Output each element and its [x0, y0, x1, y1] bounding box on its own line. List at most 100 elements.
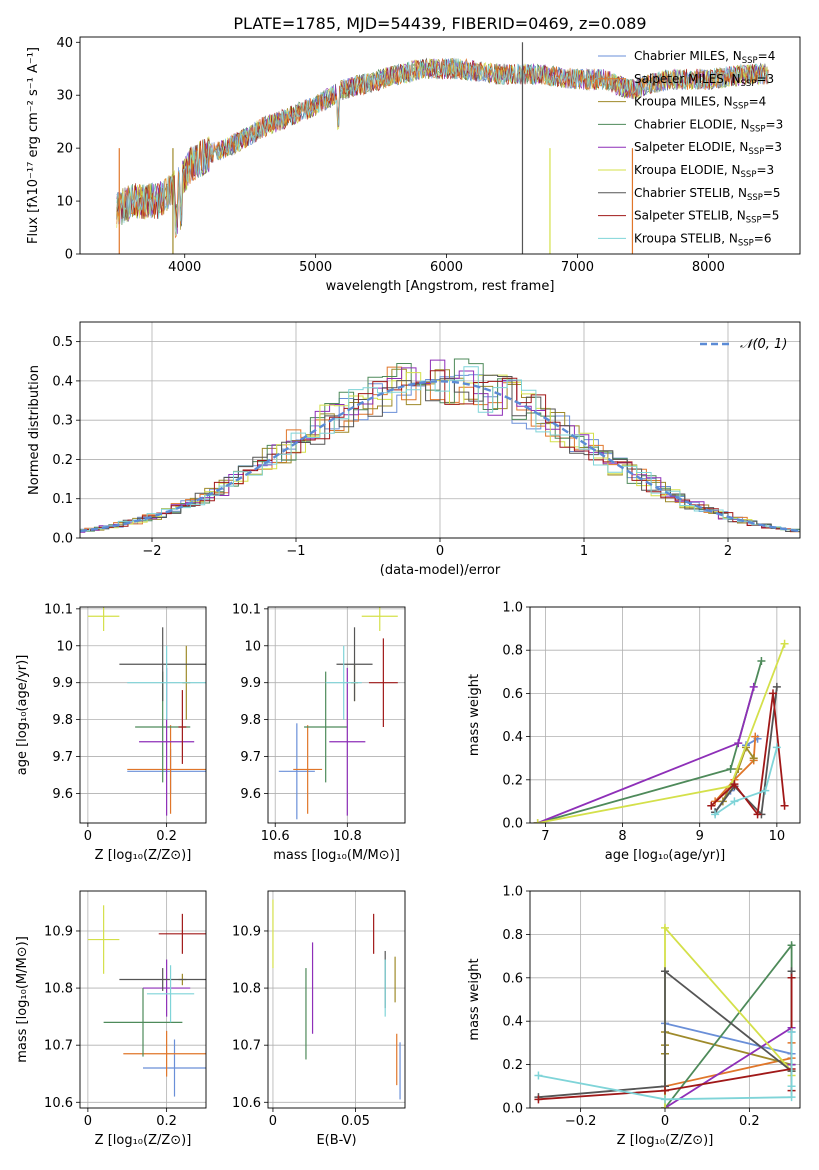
weight-series: [534, 967, 796, 1102]
x-tick-label: 8: [618, 829, 626, 844]
axes-frame: [529, 606, 801, 824]
weight-line: [664, 925, 793, 1108]
y-tick-label: 10.8: [232, 982, 261, 997]
x-axis-label: mass [log₁₀(M/M⊙)]: [273, 848, 400, 863]
y-axis-label: mass weight: [467, 674, 482, 756]
weight-marker: [749, 682, 758, 691]
weight-marker: [730, 797, 739, 806]
legend-label: Kroupa MILES, NSSP=4: [634, 95, 766, 112]
legend-label: Kroupa ELODIE, NSSP=3: [634, 163, 774, 180]
mass_age-marks: [278, 607, 398, 820]
x-tick-label: 0: [84, 829, 92, 844]
weight-marker: [761, 786, 770, 795]
y-tick-label: 0.4: [52, 374, 73, 389]
y-tick-label: 9.6: [240, 787, 261, 802]
weight-marker: [711, 810, 720, 819]
weight-marker: [661, 1086, 669, 1095]
y-axis-label: age [log₁₀(age/yr)]: [15, 655, 30, 776]
errorbar-point: [178, 690, 187, 764]
y-axis-label: Flux [fλ10⁻¹⁷ erg cm⁻² s⁻¹ A⁻¹]: [26, 47, 41, 244]
weight-series: [534, 1028, 796, 1104]
errorbar-point: [361, 607, 398, 631]
y-tick-label: 0.8: [502, 644, 523, 659]
errorbar-point: [123, 1030, 206, 1077]
axes-frame: [267, 606, 406, 824]
y-tick-label: 10.6: [232, 1096, 261, 1111]
weight-marker: [787, 1028, 796, 1037]
y-tick-label: 10.9: [232, 924, 261, 939]
y-tick-label: 0.0: [502, 817, 523, 832]
axes-frame: [267, 890, 406, 1109]
axes-frame: [79, 606, 207, 824]
figure-title: PLATE=1785, MJD=54439, FIBERID=0469, z=0…: [233, 14, 646, 33]
y-tick-label: 10.1: [232, 602, 261, 617]
errorbar-point: [336, 627, 373, 702]
weight-line: [538, 969, 793, 1099]
errorbar-point: [87, 905, 120, 974]
errorbar-point: [304, 671, 348, 783]
x-tick-label: 0: [661, 1114, 669, 1129]
y-tick-label: 10.8: [44, 982, 73, 997]
errorbar-point: [325, 645, 362, 720]
x-tick-label: 10.6: [261, 829, 290, 844]
y-tick-label: 9.7: [240, 750, 261, 765]
weight-marker: [534, 1071, 543, 1080]
weight-line: [537, 660, 763, 823]
errorbar-point: [143, 1039, 206, 1097]
x-tick-label: −1: [286, 544, 305, 559]
spectrum-axes: 4000 5000 6000 7000 8000 0 10 20 30 40 wavelength …: [26, 36, 801, 294]
y-tick-label: 30: [56, 89, 73, 104]
errorbar-point: [103, 988, 183, 1057]
weight-marker: [772, 682, 781, 691]
y-axis-label: mass weight: [467, 958, 482, 1040]
x-tick-label: 7: [541, 829, 549, 844]
age_weight-marks: [533, 639, 789, 823]
errorbar-point: [119, 627, 206, 702]
weight-marker: [787, 973, 796, 982]
y-tick-label: 9.9: [240, 676, 261, 691]
residual-histogram: [80, 366, 800, 532]
z_age-marks: [87, 607, 206, 816]
y-tick-label: 0.8: [502, 928, 523, 943]
x-tick-label: 2: [724, 544, 732, 559]
y-tick-label: 10: [56, 195, 73, 210]
weight-marker: [661, 1095, 669, 1104]
weight-line: [664, 942, 793, 1108]
x-axis-label: Z [log₁₀(Z/Z⊙)]: [95, 1133, 192, 1148]
y-tick-label: 0.1: [52, 492, 73, 507]
legend-label: Salpeter MILES, NSSP=3: [634, 72, 774, 89]
z_weight-axes: −0.2 0 0.2 0.0 0.2 0.4 0.6 0.8 1.0 Z [log₁₀(Z/Z⊙)…: [467, 885, 801, 1148]
spectrum-marks: [116, 42, 769, 254]
y-tick-label: 10: [244, 639, 261, 654]
z_weight-panel: −0.2 0 0.2 0.0 0.2 0.4 0.6 0.8 1.0 Z [log₁₀(Z/Z⊙)…: [467, 885, 801, 1148]
x-tick-label: −2: [142, 544, 161, 559]
x-tick-label: 9: [696, 829, 704, 844]
spectrum-line: [116, 59, 769, 228]
legend-label: Chabrier MILES, NSSP=4: [634, 49, 775, 66]
y-tick-label: 20: [56, 142, 73, 157]
spectrum-line: [116, 58, 769, 236]
residuals-panel: −2 −1 0 1 2 0.0 0.1 0.2 0.3 0.4 0.5 (data-model)/er…: [27, 321, 801, 578]
weight-series: [533, 639, 789, 823]
y-tick-label: 0.0: [52, 532, 73, 547]
legend-label: 𝒩(0, 1): [740, 337, 787, 352]
x-tick-label: 0.2: [156, 829, 177, 844]
weight-marker: [734, 739, 743, 748]
z_mass-axes: 0 0.2 10.6 10.7 10.8 10.9 Z [log₁₀(Z/Z⊙)] mass …: [15, 890, 207, 1148]
errorbar-point: [146, 965, 195, 1023]
weight-marker: [753, 810, 762, 819]
y-tick-label: 0.2: [502, 1058, 523, 1073]
weight-marker: [661, 1104, 669, 1108]
y-tick-label: 0.4: [502, 730, 523, 745]
y-axis-label: mass [log₁₀(M/M⊙)]: [15, 936, 30, 1063]
y-tick-label: 9.7: [52, 750, 73, 765]
legend-entry: Chabrier ELODIE, NSSP=3: [598, 117, 783, 134]
y-tick-label: 40: [56, 36, 73, 51]
y-tick-label: 1.0: [502, 601, 523, 616]
axes-frame: [79, 36, 801, 255]
weight-series: [661, 923, 796, 1108]
weight-marker: [707, 801, 716, 810]
y-tick-label: 10.7: [232, 1039, 261, 1054]
legend-label: Salpeter ELODIE, NSSP=3: [634, 140, 782, 157]
z_mass-panel: 0 0.2 10.6 10.7 10.8 10.9 Z [log₁₀(Z/Z⊙)] mass …: [15, 890, 207, 1148]
